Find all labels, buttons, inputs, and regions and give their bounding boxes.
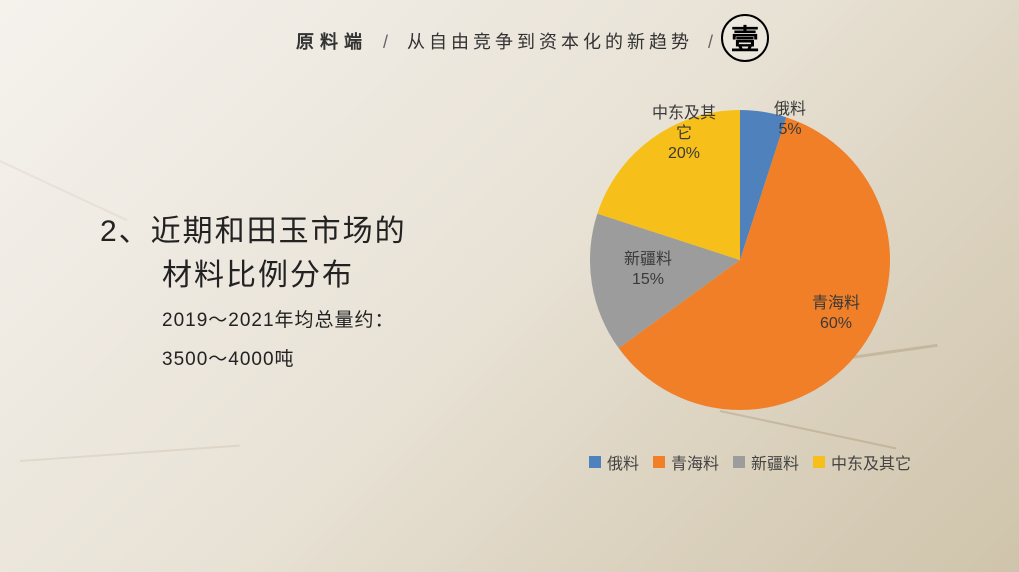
header-sep-1: / — [383, 32, 392, 52]
legend-swatch — [733, 456, 745, 468]
pie-slice-label: 俄料5% — [774, 100, 806, 140]
title-line-2: 材料比例分布 — [100, 254, 407, 298]
legend-item: 青海料 — [653, 450, 719, 474]
header-left: 原料端 — [296, 32, 368, 52]
left-text-block: 2、近期和田玉市场的 材料比例分布 2019～2021年均总量约： 3500～4… — [100, 210, 407, 374]
pie-chart-area: 俄料5% 青海料60% 新疆料15% 中东及其它20% 俄料 青海料 新疆料 中东及其它 — [500, 100, 940, 500]
pie-slice-label: 青海料60% — [812, 294, 860, 334]
header-sep-2: / — [708, 32, 717, 52]
legend-label: 新疆料 — [751, 450, 799, 474]
chart-legend: 俄料 青海料 新疆料 中东及其它 — [540, 450, 960, 474]
header-right: 从自由竞争到资本化的新趋势 — [407, 32, 693, 52]
section-number-badge: 壹 — [721, 14, 769, 62]
legend-item: 俄料 — [589, 450, 639, 474]
legend-label: 中东及其它 — [831, 450, 911, 474]
legend-item: 新疆料 — [733, 450, 799, 474]
pie-slice-label: 新疆料15% — [624, 250, 672, 290]
legend-swatch — [813, 456, 825, 468]
legend-label: 俄料 — [607, 450, 639, 474]
legend-label: 青海料 — [671, 450, 719, 474]
slide-header: 原料端 / 从自由竞争到资本化的新趋势 / — [0, 28, 1019, 54]
legend-swatch — [653, 456, 665, 468]
title-line-1: 2、近期和田玉市场的 — [100, 210, 407, 254]
legend-swatch — [589, 456, 601, 468]
pie-slice-label: 中东及其它20% — [652, 104, 716, 164]
legend-item: 中东及其它 — [813, 450, 911, 474]
section-number: 壹 — [731, 18, 759, 58]
sub-line-1: 2019～2021年均总量约： — [100, 307, 407, 336]
sub-line-2: 3500～4000吨 — [100, 346, 407, 375]
pie-wrap: 俄料5%青海料60%新疆料15%中东及其它20% — [590, 110, 890, 410]
